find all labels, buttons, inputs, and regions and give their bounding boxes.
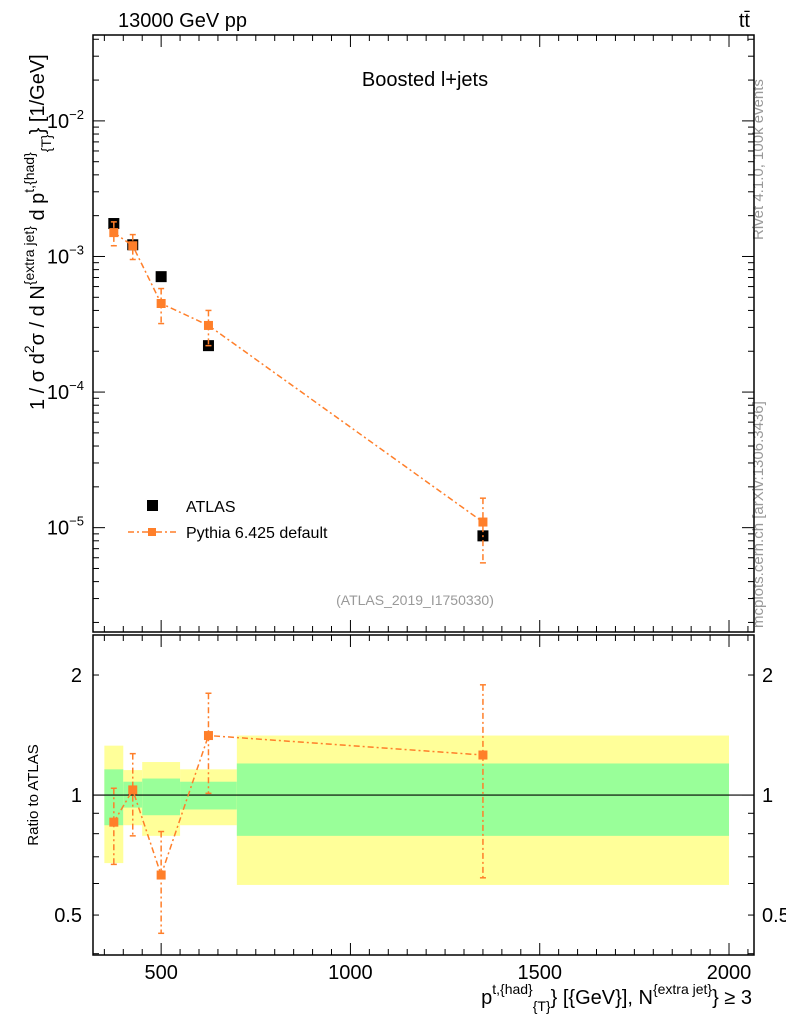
ratio-xlabel: pt,{had}{T}} [{GeV}], N{extra jet}} ≥ 3 [481,981,752,1014]
ratio-xlabel-segment: {extra jet} [653,981,712,997]
plot-frame [92,34,755,633]
energy-label: 13000 GeV pp [118,10,247,32]
main-ylabel-segment: d p [27,193,49,226]
site-label: mcplots.cern.ch [arXiv:1306.3436] [750,401,767,628]
y-tick-mantissa: 10 [47,111,69,133]
y-tick-label-right: 2 [762,665,773,687]
ratio-xlabel-segment: p [481,987,492,1009]
legend-pythia-label: Pythia 6.425 default [186,525,328,542]
x-tick-label: 1500 [517,962,562,984]
data-point-pythia [128,785,138,795]
y-tick-exponent: −5 [69,514,84,529]
ratio-xlabel-segment: {T} [533,998,551,1014]
ratio-xlabel-segment: } [{GeV}], N [551,987,653,1009]
process-label: tt̄ [739,10,751,32]
y-tick-label-right: 1 [762,785,773,807]
main-ylabel-segment: } [1/GeV] [27,54,49,134]
main-ylabel-segment: {T} [38,134,54,152]
main-ylabel-segment: {extra jet} [21,226,37,285]
main-ylabel-segment: 1 / σ d [27,353,49,410]
series-line [113,231,484,523]
legend-atlas-marker [147,500,158,511]
legend: ATLAS Pythia 6.425 default [128,499,328,542]
data-point-pythia [109,817,119,827]
data-point-atlas [155,271,167,283]
y-tick-label: 10−3 [47,242,84,268]
y-tick-label: 1 [71,785,82,807]
y-tick-label: 2 [71,665,82,687]
y-tick-label-right: 0.5 [762,905,786,927]
y-tick-mantissa: 10 [47,518,69,540]
data-point-pythia [203,320,213,330]
y-tick-label: 10−2 [47,107,84,133]
uncertainty-band-inner [142,778,181,816]
y-tick-exponent: −4 [69,378,84,393]
ratio-xlabel-segment: t,{had} [492,981,533,997]
main-ylabel: 1 / σ d2σ / d N{extra jet} d pt,{had}{T}… [21,54,54,410]
data-point-pythia [478,750,488,760]
main-ylabel-segment: σ / d N [27,285,49,345]
data-point-pythia [109,228,119,238]
legend-atlas-label: ATLAS [186,499,236,516]
y-tick-exponent: −2 [69,107,84,122]
y-tick-mantissa: 10 [47,246,69,268]
ratio-ylabel: Ratio to ATLAS [25,744,42,845]
y-tick-exponent: −3 [69,242,84,257]
x-tick-label: 1000 [328,962,373,984]
x-tick-label: 500 [144,962,177,984]
main-ylabel-segment: 2 [21,345,37,353]
data-point-pythia [156,870,166,880]
ratio-xlabel-segment: } ≥ 3 [712,987,752,1009]
data-point-pythia [156,299,166,309]
analysis-id: (ATLAS_2019_I1750330) [336,592,494,608]
analysis-title: Boosted l+jets [362,69,488,91]
y-tick-label: 10−4 [47,378,84,404]
y-tick-label: 0.5 [54,905,82,927]
data-point-pythia [128,241,138,251]
data-point-pythia [478,517,488,527]
legend-pythia-marker [148,528,156,536]
main-ylabel-segment: t,{had} [21,152,37,193]
data-point-pythia [203,731,213,741]
y-tick-label: 10−5 [47,514,84,540]
y-tick-mantissa: 10 [47,382,69,404]
x-tick-label: 2000 [707,962,752,984]
